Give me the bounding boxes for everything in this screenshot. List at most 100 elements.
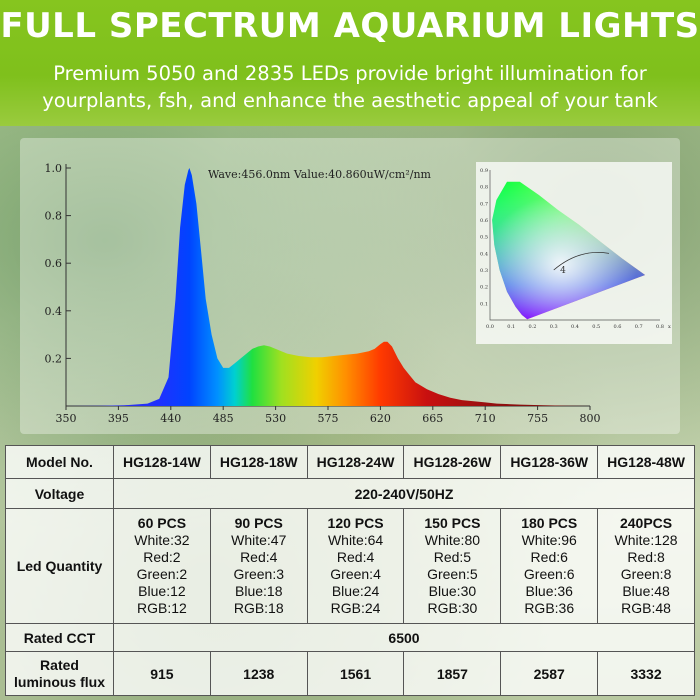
spectrum-x-tick-label: 575 <box>318 412 339 425</box>
led-white: White:64 <box>327 532 384 548</box>
led-green: Green:3 <box>233 566 285 582</box>
spectrum-x-tick-label: 665 <box>422 412 443 425</box>
led-total: 60 PCS <box>137 515 187 531</box>
flux-label: Rated luminous flux <box>5 651 114 696</box>
cie-x-tick-label: 0.3 <box>550 324 558 330</box>
model-cell: HG128-14W <box>113 445 211 479</box>
cie-planckian-locus <box>553 252 610 271</box>
cie-y-tick-label: 0.5 <box>480 235 488 241</box>
row-cct: Rated CCT 6500 <box>5 623 695 652</box>
led-white: White:128 <box>614 532 678 548</box>
model-cell: HG128-18W <box>209 445 308 479</box>
led-blue: Blue:30 <box>428 583 477 599</box>
led-white: White:80 <box>424 532 481 548</box>
spectrum-y-tick-label: 0.2 <box>45 352 63 365</box>
led-white: White:47 <box>231 532 287 548</box>
flux-cell: 1238 <box>209 651 308 696</box>
cie-gamut-shade <box>492 181 646 320</box>
spectrum-x-tick-label: 710 <box>475 412 496 425</box>
led-rgb: RGB:30 <box>427 600 478 616</box>
led-rgb: RGB:24 <box>330 600 381 616</box>
model-cell: HG128-48W <box>597 445 695 479</box>
cct-value: 6500 <box>113 623 695 652</box>
chart-panel: 350 395 440 485 530 575 620 665 710 755 800 1.0 0.8 0… <box>20 138 680 434</box>
model-cell: HG128-36W <box>500 445 599 479</box>
led-blue: Blue:18 <box>235 583 283 599</box>
spectrum-x-tick-label: 350 <box>56 412 77 425</box>
row-flux: Rated luminous flux 915 1238 1561 1857 2… <box>5 651 695 696</box>
cie-point: 4 <box>560 266 566 276</box>
page-title: FULL SPECTRUM AQUARIUM LIGHTS <box>0 6 700 46</box>
led-cell: 240PCS White:128 Red:8 Green:8 Blue:48 R… <box>597 508 695 624</box>
spectrum-x-tick-label: 395 <box>108 412 129 425</box>
spectrum-x-tick-label: 755 <box>527 412 548 425</box>
cie-x-tick-label: 0.8 <box>656 324 664 330</box>
spectrum-x-tick-label: 800 <box>580 412 601 425</box>
cie-x-axis-name: x <box>668 324 671 330</box>
led-red: Red:5 <box>433 549 472 565</box>
cie-y-tick-label: 0.8 <box>480 185 488 191</box>
cie-x-tick-label: 0.6 <box>614 324 622 330</box>
led-total: 180 PCS <box>521 515 578 531</box>
spectrum-y-tick-label: 0.4 <box>45 305 63 318</box>
led-total: 150 PCS <box>424 515 481 531</box>
led-blue: Blue:36 <box>525 583 573 599</box>
spectrum-area <box>66 168 590 406</box>
voltage-label: Voltage <box>5 478 114 509</box>
model-label: Model No. <box>5 445 114 479</box>
led-cell: 150 PCS White:80 Red:5 Green:5 Blue:30 R… <box>403 508 502 624</box>
flux-label-line-2: luminous flux <box>14 673 105 690</box>
led-green: Green:8 <box>620 566 672 582</box>
spectrum-plot: 350 395 440 485 530 575 620 665 710 755 800 1.0 0.8 0… <box>45 162 601 425</box>
led-total: 90 PCS <box>234 515 283 531</box>
cct-label: Rated CCT <box>5 623 114 652</box>
led-blue: Blue:12 <box>138 583 186 599</box>
led-cell: 120 PCS White:64 Red:4 Green:4 Blue:24 R… <box>306 508 405 624</box>
cie-y-tick-label: 0.6 <box>480 218 488 224</box>
spectrum-x-tick-label: 530 <box>265 412 286 425</box>
page-subtitle: Premium 5050 and 2835 LEDs provide brigh… <box>0 60 700 114</box>
spectrum-annotation: Wave:456.0nm Value:40.860uW/cm²/nm <box>208 168 432 181</box>
cie-y-tick-label: 0.4 <box>480 251 488 257</box>
cie-x-tick-label: 0.7 <box>635 324 643 330</box>
cie-axes <box>489 170 660 321</box>
led-blue: Blue:48 <box>622 583 670 599</box>
led-blue: Blue:24 <box>331 583 380 599</box>
led-white: White:32 <box>134 532 190 548</box>
cie-y-tick-label: 0.9 <box>480 168 488 174</box>
led-rgb: RGB:36 <box>524 600 575 616</box>
spectrum-x-tick-label: 485 <box>213 412 234 425</box>
led-quantity-label: Led Quantity <box>5 508 114 624</box>
spectrum-chart: 350 395 440 485 530 575 620 665 710 755 800 1.0 0.8 0… <box>45 162 672 425</box>
led-cell: 60 PCS White:32 Red:2 Green:2 Blue:12 RG… <box>113 508 211 624</box>
cie-y-tick-label: 0.3 <box>480 268 488 274</box>
row-model: Model No. HG128-14W HG128-18W HG128-24W … <box>5 445 695 479</box>
led-total: 240PCS <box>619 515 673 531</box>
cie-x-tick-label: 0.5 <box>592 324 600 330</box>
led-white: White:96 <box>521 532 577 548</box>
led-green: Green:2 <box>136 566 188 582</box>
spectrum-y-tick-label: 1.0 <box>45 162 63 175</box>
led-cell: 90 PCS White:47 Red:4 Green:3 Blue:18 RG… <box>209 508 308 624</box>
cie-x-tick-label: 0.2 <box>529 324 537 330</box>
subtitle-line-2: yourplants, fsh, and enhance the aesthet… <box>42 89 658 112</box>
flux-cell: 3332 <box>597 651 695 696</box>
spectrum-y-tick-label: 0.6 <box>45 257 63 270</box>
led-green: Green:6 <box>523 566 575 582</box>
model-cell: HG128-26W <box>403 445 502 479</box>
led-rgb: RGB:48 <box>621 600 671 616</box>
led-red: Red:2 <box>143 549 181 565</box>
flux-cell: 1561 <box>306 651 405 696</box>
spectrum-y-tick-label: 0.8 <box>45 210 63 223</box>
voltage-value: 220-240V/50HZ <box>113 478 695 509</box>
cie-x-tick-label: 0.4 <box>571 324 579 330</box>
led-red: Red:4 <box>336 549 375 565</box>
flux-cell: 1857 <box>403 651 502 696</box>
subtitle-line-1: Premium 5050 and 2835 LEDs provide brigh… <box>53 62 647 85</box>
cie-y-tick-label: 0.1 <box>480 301 488 307</box>
header-banner: FULL SPECTRUM AQUARIUM LIGHTS Premium 50… <box>0 0 700 126</box>
row-led-quantity: Led Quantity 60 PCS White:32 Red:2 Green… <box>5 508 695 624</box>
led-red: Red:8 <box>627 549 665 565</box>
led-total: 120 PCS <box>327 515 384 531</box>
flux-label-line-1: Rated <box>40 656 79 673</box>
